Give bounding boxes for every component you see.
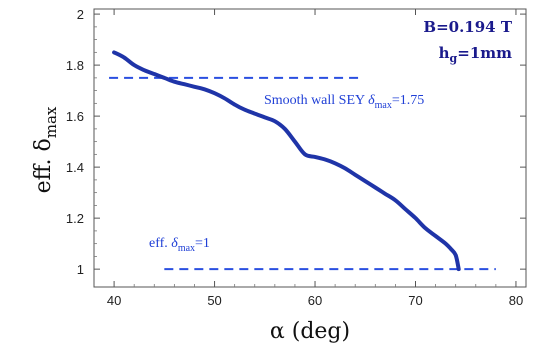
y-tick-label: 1.8 (66, 58, 84, 73)
ref-label-smooth-wall: Smooth wall SEY δmax=1.75 (264, 93, 424, 111)
param-gap-sub: g (450, 52, 458, 65)
ref-label-smooth-delta: δ (368, 93, 375, 108)
x-tick-label: 40 (107, 293, 121, 308)
y-tick-label: 1.4 (66, 160, 84, 175)
series-line (112, 50, 461, 272)
y-axis-title: eff. δmax (31, 106, 60, 193)
y-tick-label: 1 (77, 262, 84, 277)
y-tick-label: 1.2 (66, 211, 84, 226)
y-tick-label: 2 (77, 7, 84, 22)
ref-label-smooth-sub: max (375, 100, 392, 111)
ref-label-smooth-suffix: =1.75 (392, 93, 424, 108)
axis-ticks (94, 9, 526, 287)
series-layer (112, 50, 461, 272)
reference-lines (109, 76, 496, 271)
x-tick-label: 70 (408, 293, 422, 308)
y-tick-label: 1.6 (66, 109, 84, 124)
y-axis-title-sub: max (42, 106, 60, 138)
ref-label-eff: eff. δmax=1 (149, 236, 210, 254)
ref-label-smooth-prefix: Smooth wall SEY (264, 93, 368, 108)
param-gap: hg=1mm (439, 44, 512, 65)
plot-frame (93, 8, 527, 288)
x-tick-label: 50 (207, 293, 221, 308)
ref-label-eff-delta: δ (171, 236, 178, 251)
tick-labels: 40 50 60 70 80 1 1.2 1.4 1.6 1.8 2 (66, 7, 523, 308)
param-gap-rest: =1mm (457, 44, 512, 62)
x-axis-title: α (deg) (270, 319, 350, 344)
param-gap-main: h (439, 44, 450, 62)
x-tick-label: 80 (509, 293, 523, 308)
param-b-field: B=0.194 T (423, 18, 512, 36)
x-tick-label: 60 (308, 293, 322, 308)
y-axis-title-main: eff. δ (31, 138, 56, 193)
ref-label-eff-suffix: =1 (195, 236, 210, 251)
ref-label-eff-prefix: eff. (149, 236, 171, 251)
ref-label-eff-sub: max (178, 243, 195, 254)
